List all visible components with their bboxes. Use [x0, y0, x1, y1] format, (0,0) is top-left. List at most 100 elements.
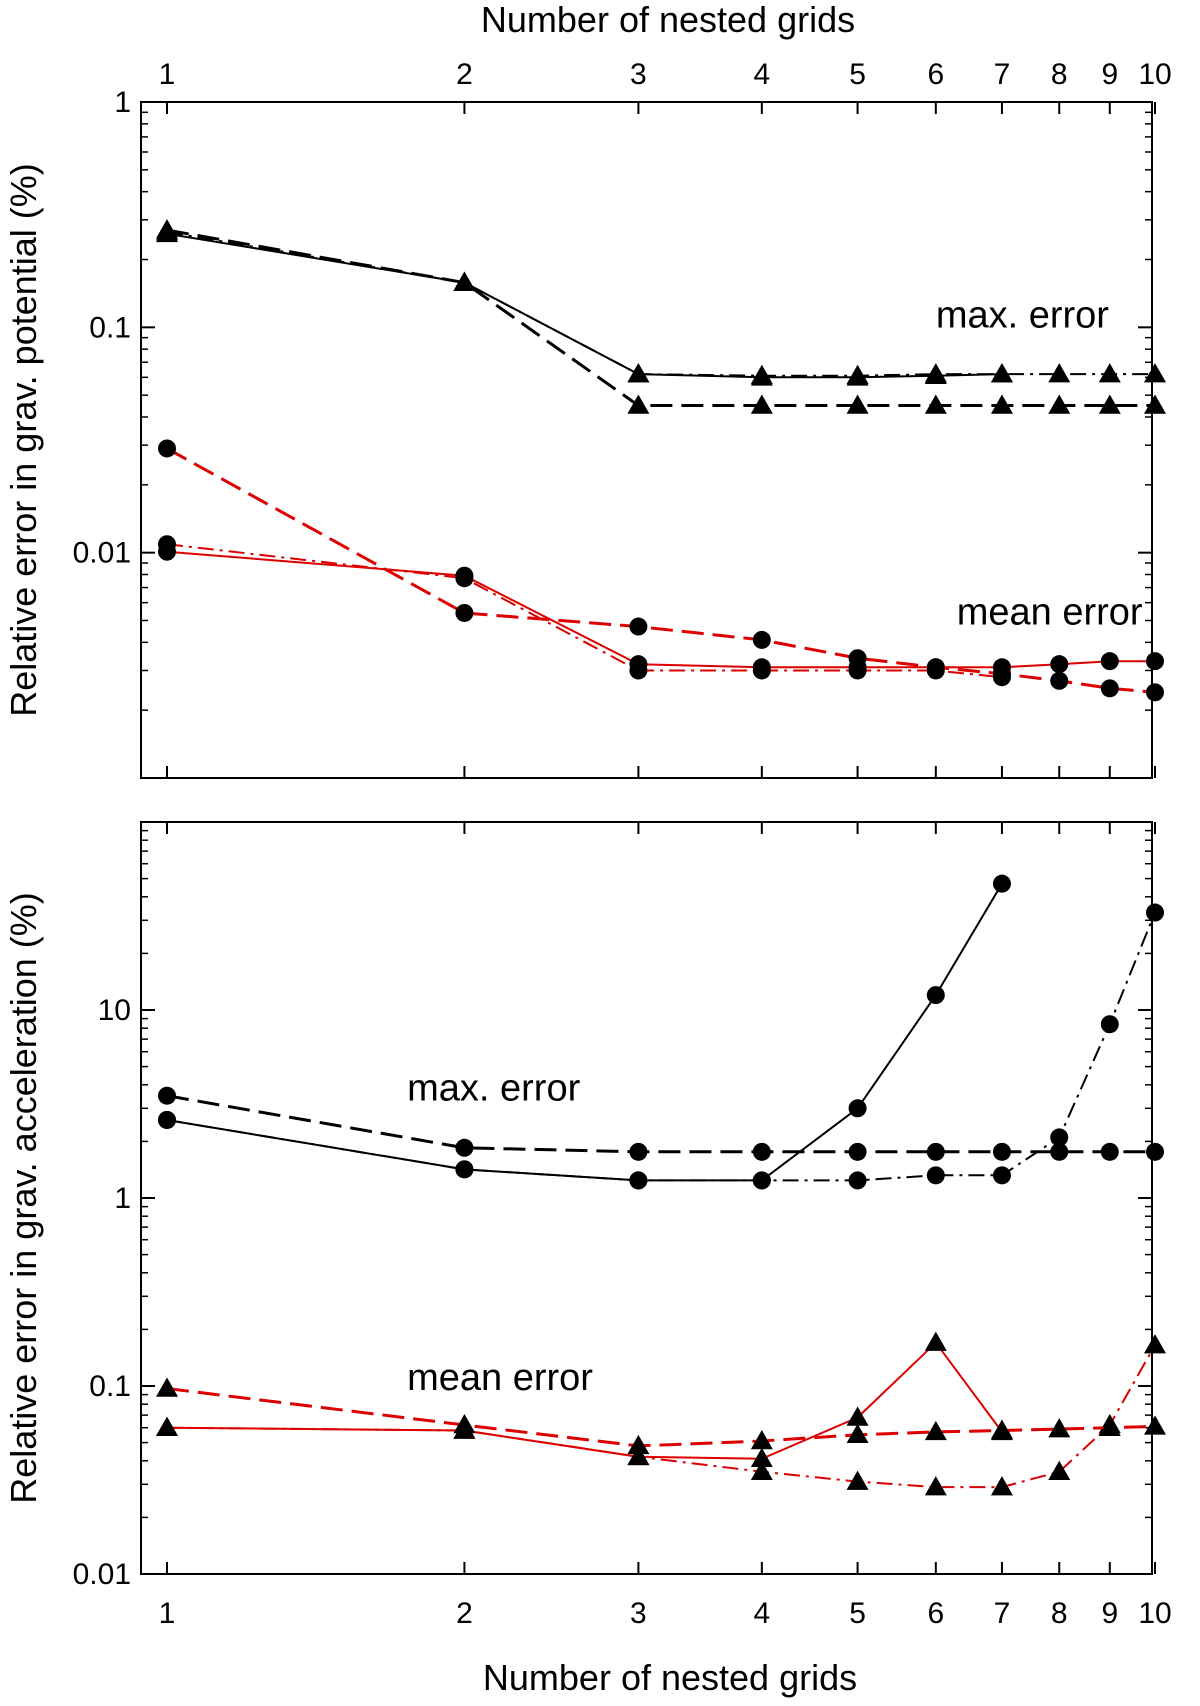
bottom-series-3 [156, 1331, 1013, 1468]
bottom-data-point-triangle [156, 1377, 178, 1397]
bottom-x-tick-label: 6 [927, 1597, 944, 1630]
top-data-point-circle [1146, 683, 1164, 702]
top-data-point-triangle [750, 364, 773, 384]
bottom-data-point-circle [992, 1166, 1011, 1185]
top-data-point-circle [629, 661, 648, 680]
top-x-tick-label: 8 [1051, 58, 1068, 91]
bottom-data-point-triangle [1144, 1415, 1166, 1435]
bottom-data-point-triangle [924, 1420, 947, 1441]
top-data-point-circle [752, 661, 771, 680]
top-data-point-triangle [750, 394, 773, 414]
bottom-data-point-circle [1146, 1142, 1164, 1161]
top-data-point-triangle [1144, 363, 1166, 383]
top-data-point-triangle [990, 394, 1013, 414]
top-data-point-triangle [1098, 363, 1121, 383]
top-data-point-circle [752, 630, 771, 649]
top-x-tick-label: 3 [630, 58, 647, 91]
bottom-data-point-triangle [1098, 1416, 1121, 1436]
top-data-point-circle [455, 603, 474, 622]
bottom-data-point-triangle [750, 1447, 773, 1468]
bottom-data-point-circle [1100, 1142, 1119, 1161]
bottom-series-4 [156, 1334, 1166, 1496]
bottom-data-point-triangle [627, 1434, 650, 1455]
top-series-line [166, 447, 1156, 694]
bottom-data-point-triangle [1048, 1418, 1071, 1438]
top-data-point-triangle [1144, 394, 1166, 414]
top-data-point-circle [1146, 652, 1164, 671]
bottom-data-point-circle [848, 1099, 867, 1118]
bottom-y-tick-label: 1 [114, 1182, 131, 1215]
bottom-data-point-circle [1100, 1015, 1119, 1034]
bottom-data-point-circle [992, 1142, 1011, 1161]
bottom-series-1 [158, 903, 1164, 1190]
top-series-group [156, 219, 1166, 702]
bottom-x-ticks: 1 2 3 4 5 6 7 8 9 10 [159, 822, 1172, 1630]
bottom-data-point-circle [926, 986, 945, 1005]
bottom-y-tick-label: 0.01 [73, 1558, 131, 1591]
top-series-line [166, 543, 1003, 679]
bottom-series-2 [158, 1086, 1164, 1161]
top-y-axis-title: Relative error in grav. potential (%) [3, 163, 44, 717]
top-series-line [166, 550, 1155, 669]
bottom-data-point-circle [992, 874, 1011, 893]
top-y-tick-label: 1 [114, 86, 131, 119]
top-data-point-circle [926, 658, 945, 677]
top-data-point-circle [455, 569, 474, 588]
top-y-tick-label: 0.01 [73, 537, 131, 570]
bottom-data-point-circle [752, 1142, 771, 1161]
bottom-series-5 [156, 1377, 1166, 1455]
top-series-line [166, 232, 1003, 379]
bottom-x-tick-label: 5 [849, 1597, 866, 1630]
bottom-data-point-circle [752, 1171, 771, 1190]
bottom-data-point-circle [629, 1171, 648, 1190]
bottom-data-point-circle [848, 1171, 867, 1190]
bottom-data-point-triangle [846, 1470, 869, 1490]
top-x-tick-label: 10 [1138, 58, 1171, 91]
bottom-data-point-circle [1050, 1128, 1069, 1147]
top-x-tick-label: 1 [159, 58, 176, 91]
top-data-point-circle [629, 617, 648, 636]
bottom-data-point-circle [158, 1086, 176, 1105]
top-data-point-circle [1100, 652, 1119, 671]
top-data-point-triangle [924, 363, 947, 383]
bottom-data-point-circle [455, 1138, 474, 1157]
bottom-data-point-triangle [750, 1460, 773, 1480]
top-x-tick-label: 9 [1101, 58, 1118, 91]
bottom-data-point-triangle [990, 1419, 1013, 1439]
bottom-data-point-circle [1146, 903, 1164, 922]
top-y-ticks: 0.01 0.1 1 [73, 86, 1152, 711]
bottom-x-axis-title: Number of nested grids [483, 1657, 857, 1698]
top-x-tick-label: 4 [753, 58, 770, 91]
bottom-series-line [166, 1094, 1155, 1154]
bottom-y-axis-title: Relative error in grav. acceleration (%) [3, 892, 44, 1504]
bottom-series-line [166, 1344, 1156, 1489]
bottom-series-0 [158, 874, 1011, 1190]
top-data-point-triangle [1048, 394, 1071, 414]
top-data-point-triangle [990, 363, 1013, 383]
top-annotations: max. error mean error [936, 294, 1143, 633]
top-data-point-triangle [453, 271, 476, 291]
bottom-series-line [166, 912, 1156, 1182]
top-series-5 [158, 439, 1164, 702]
bottom-data-point-triangle [750, 1429, 773, 1450]
bottom-data-point-triangle [1048, 1460, 1071, 1480]
bottom-series-line [166, 1387, 1156, 1448]
top-data-point-circle [1050, 655, 1069, 674]
top-data-point-circle [1050, 671, 1069, 690]
top-data-point-triangle [156, 219, 178, 239]
top-x-tick-label: 6 [927, 58, 944, 91]
bottom-x-tick-label: 4 [753, 1597, 770, 1630]
top-x-tick-label: 5 [849, 58, 866, 91]
top-x-tick-label: 2 [456, 58, 473, 91]
bottom-annotations: max. error mean error [407, 1068, 593, 1400]
bottom-series-line [166, 883, 1003, 1182]
top-series-line [166, 231, 1155, 377]
bottom-data-point-triangle [453, 1414, 476, 1434]
bottom-series-group [156, 874, 1166, 1496]
bottom-data-point-circle [629, 1142, 648, 1161]
bottom-data-point-triangle [924, 1476, 947, 1496]
top-x-tick-label: 7 [994, 58, 1011, 91]
top-data-point-triangle [627, 363, 650, 383]
top-data-point-circle [1100, 679, 1119, 698]
bottom-x-tick-label: 10 [1138, 1597, 1171, 1630]
